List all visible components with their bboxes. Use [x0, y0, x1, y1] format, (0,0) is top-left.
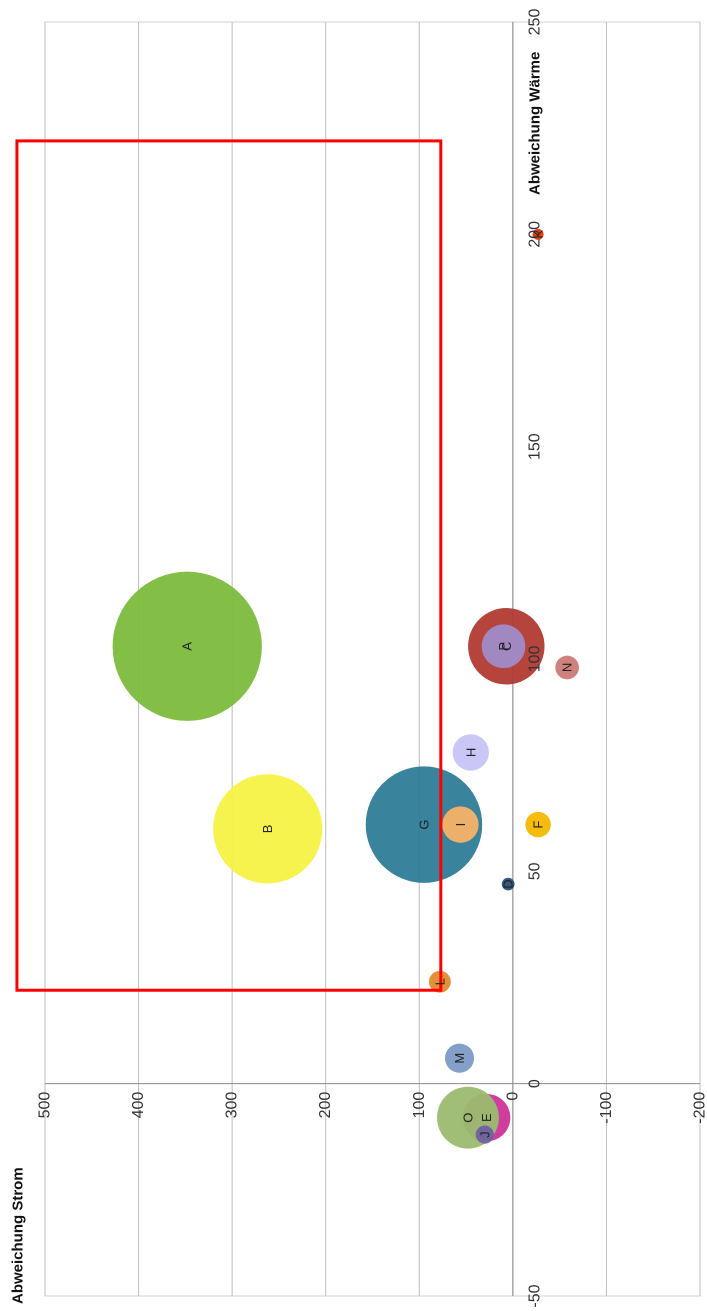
bubble-label-n: N — [560, 663, 575, 672]
x-tick-label: 200 — [526, 221, 543, 248]
bubble-label-p: P — [496, 642, 511, 651]
x-tick-label: 150 — [526, 433, 543, 460]
bubble-label-h: H — [463, 748, 478, 757]
bubble-n — [555, 655, 579, 680]
y-tick-label: -200 — [692, 1092, 707, 1124]
bubble-g — [365, 766, 483, 883]
y-tick-label: 100 — [411, 1092, 428, 1119]
bubble-label-f: F — [531, 821, 546, 829]
y-tick-label: 300 — [224, 1092, 241, 1119]
bubble-label-m: M — [452, 1053, 467, 1064]
bubble-label-d: D — [501, 879, 516, 888]
bubble-b — [213, 774, 323, 884]
y-axis-title: Abweichung Strom — [10, 1167, 27, 1304]
highlight-box — [15, 139, 443, 992]
x-tick-label: 100 — [526, 646, 543, 673]
bubble-label-a: A — [180, 642, 195, 651]
bubble-label-i: I — [453, 823, 468, 827]
bubble-k — [532, 228, 544, 240]
bubble-label-e: E — [479, 1113, 494, 1122]
bubble-label-o: O — [460, 1113, 475, 1123]
y-tick-label: 400 — [130, 1092, 147, 1119]
bubble-label-g: G — [416, 820, 431, 830]
x-tick-label: -50 — [526, 1284, 543, 1307]
bubble-j — [475, 1125, 494, 1144]
bubble-p — [481, 624, 526, 669]
x-axis-title: Abweichung Wärme — [526, 52, 543, 195]
bubble-label-k: K — [531, 230, 546, 239]
bubble-d — [501, 877, 515, 891]
highlight-box-layer — [15, 139, 443, 992]
bubble-f — [525, 811, 551, 838]
y-tick-label: 0 — [504, 1092, 521, 1101]
x-tick-label: 250 — [526, 9, 543, 36]
x-tick-label: 0 — [526, 1079, 543, 1088]
bubble-i — [442, 806, 479, 843]
bubble-label-j: J — [477, 1131, 492, 1138]
y-tick-label: -100 — [598, 1092, 615, 1124]
grid-layer — [44, 21, 701, 1297]
x-tick-label: 50 — [526, 862, 543, 880]
bubble-h — [452, 734, 489, 771]
bubble-m — [444, 1043, 475, 1073]
bubble-label-b: B — [260, 825, 275, 834]
bubble-layer — [112, 228, 579, 1149]
y-tick-label: 500 — [37, 1092, 54, 1119]
y-tick-label: 200 — [317, 1092, 334, 1119]
bubble-label-c: C — [499, 642, 514, 651]
bubble-label-l: L — [432, 978, 447, 985]
bubble-a — [112, 571, 262, 721]
